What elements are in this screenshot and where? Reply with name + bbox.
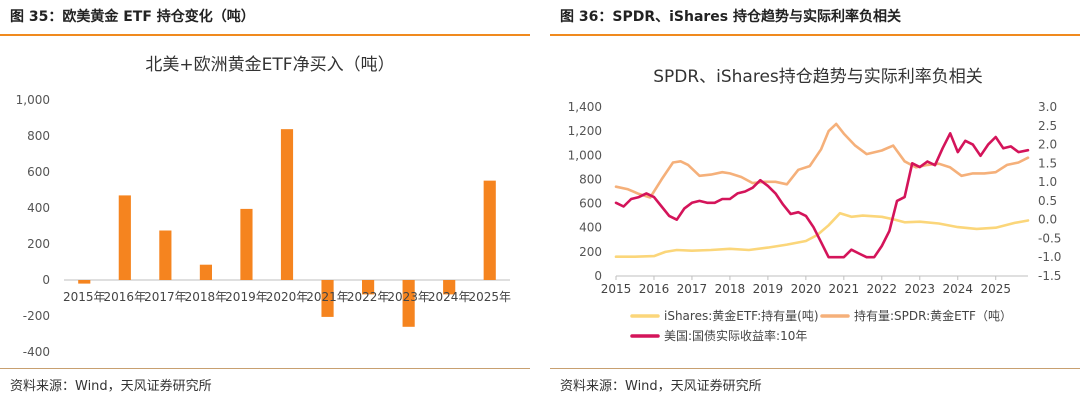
bar-x-tick-label: 2024年 [428, 290, 471, 304]
bar-y-tick-label: 1,000 [16, 93, 50, 107]
bar [402, 280, 415, 327]
right-y-tick-label: 2.5 [1038, 119, 1057, 133]
legend-label: 美国:国债实际收益率:10年 [664, 328, 807, 343]
bar-series [78, 129, 496, 327]
bar-y-tick-label: 200 [27, 237, 50, 251]
right-y-tick-label: -1.0 [1038, 250, 1061, 264]
bar [443, 280, 456, 295]
bar [159, 230, 172, 280]
figure-35-title: 图 35：欧美黄金 ETF 持仓变化（吨） [10, 9, 255, 25]
source-note: 资料来源：Wind，天风证券研究所 [10, 379, 212, 394]
bottom-rule [550, 368, 1080, 369]
right-y-tick-label: -0.5 [1038, 231, 1061, 245]
left-y-tick-label: 200 [579, 245, 602, 259]
bar-x-tick-label: 2021年 [306, 290, 349, 304]
x-tick-label: 2021 [829, 282, 860, 296]
left-y-tick-label: 0 [594, 269, 602, 283]
left-y-tick-label: 400 [579, 221, 602, 235]
title-rule [0, 34, 530, 36]
right-y-tick-label: 2.0 [1038, 138, 1057, 152]
title-rule [550, 34, 1080, 36]
bar [118, 195, 131, 280]
bar-x-tick-label: 2016年 [104, 290, 147, 304]
x-tick-label: 2018 [715, 282, 746, 296]
line-series [614, 122, 1030, 259]
bar [483, 180, 496, 280]
right-y-tick-label: -1.5 [1038, 269, 1061, 283]
real-rate-line [614, 132, 1030, 259]
ishares-line [614, 211, 1030, 259]
left-y-tick-label: 1,000 [568, 148, 602, 162]
line-chart: SPDR、iShares持仓趋势与实际利率负相关 0 200 400 600 800 1,… [568, 67, 1062, 343]
bar [362, 280, 375, 295]
bar [280, 129, 294, 280]
bar-x-tick-label: 2022年 [347, 290, 390, 304]
x-tick-label: 2020 [791, 282, 822, 296]
legend-label: 持有量:SPDR:黄金ETF（吨） [854, 308, 1012, 323]
source-note: 资料来源：Wind，天风证券研究所 [560, 379, 762, 394]
bar-x-tick-label: 2017年 [144, 290, 187, 304]
right-y-tick-label: 1.5 [1038, 156, 1057, 170]
x-tick-label: 2019 [753, 282, 784, 296]
x-tick-label: 2022 [867, 282, 898, 296]
right-y-tick-label: 3.0 [1038, 100, 1057, 114]
x-tick-label: 2023 [905, 282, 936, 296]
bar [78, 280, 91, 284]
bar-chart: 北美+欧洲黄金ETF净买入（吨） -400 -200 0 200 400 600 800 1,… [16, 55, 511, 359]
left-y-tick-label: 1,200 [568, 124, 602, 138]
bar-x-tick-label: 2015年 [63, 290, 106, 304]
bar-chart-title: 北美+欧洲黄金ETF净买入（吨） [145, 55, 394, 75]
bar-y-tick-label: 400 [27, 201, 50, 215]
bar-y-tick-label: 800 [27, 129, 50, 143]
bar-y-tick-label: -400 [23, 345, 50, 359]
legend-label: iShares:黄金ETF:持有量(吨) [664, 308, 819, 323]
figure-36-title: 图 36：SPDR、iShares 持仓趋势与实际利率负相关 [560, 9, 902, 25]
bar-y-tick-label: 600 [27, 165, 50, 179]
bar-chart-panel: 图 35：欧美黄金 ETF 持仓变化（吨） 北美+欧洲黄金ETF净买入（吨） -… [0, 0, 530, 401]
left-y-tick-label: 1,400 [568, 100, 602, 114]
x-tick-label: 2015 [601, 282, 632, 296]
bar-x-tick-label: 2023年 [387, 290, 430, 304]
bar [321, 280, 334, 317]
bar-x-tick-label: 2020年 [266, 290, 309, 304]
bar-y-tick-label: -200 [23, 309, 50, 323]
bar-y-axis: -400 -200 0 200 400 600 800 1,000 [16, 93, 510, 359]
bottom-rule [0, 368, 530, 369]
x-tick-label: 2024 [942, 282, 973, 296]
bar-x-axis: 2015年2016年2017年2018年2019年2020年2021年2022年… [63, 290, 511, 304]
bar [240, 208, 253, 280]
line-chart-title: SPDR、iShares持仓趋势与实际利率负相关 [653, 67, 983, 87]
line-left-y-axis: 0 200 400 600 800 1,000 1,200 1,400 [568, 100, 602, 283]
bar-x-tick-label: 2019年 [225, 290, 268, 304]
right-y-tick-label: 0.0 [1038, 213, 1057, 227]
line-right-y-axis: -1.5 -1.0 -0.5 0.0 0.5 1.0 1.5 2.0 2.5 3.0 [1038, 100, 1061, 283]
right-y-tick-label: 0.5 [1038, 194, 1057, 208]
left-y-tick-label: 800 [579, 172, 602, 186]
x-tick-label: 2016 [639, 282, 670, 296]
line-x-axis: 2015 2016 2017 2018 2019 2020 2021 2022 2023 2024… [601, 275, 1028, 296]
x-tick-label: 2025 [980, 282, 1011, 296]
spdr-line [614, 122, 1030, 199]
left-y-tick-label: 600 [579, 197, 602, 211]
line-chart-panel: 图 36：SPDR、iShares 持仓趋势与实际利率负相关 SPDR、iSha… [550, 0, 1080, 401]
x-tick-label: 2017 [677, 282, 708, 296]
line-legend: iShares:黄金ETF:持有量(吨) 持有量:SPDR:黄金ETF（吨） 美国:… [630, 308, 1012, 343]
bar [199, 264, 212, 280]
bar-x-tick-label: 2025年 [468, 290, 511, 304]
bar-x-tick-label: 2018年 [185, 290, 228, 304]
right-y-tick-label: 1.0 [1038, 175, 1057, 189]
bar-y-tick-label: 0 [42, 273, 50, 287]
